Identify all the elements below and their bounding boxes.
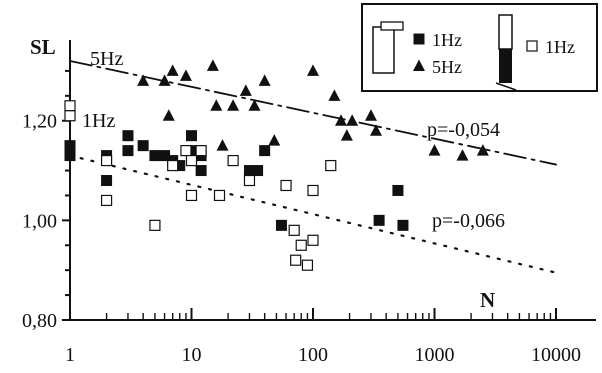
bar-icon-upper xyxy=(498,14,513,50)
x-axis-title: N xyxy=(480,288,495,312)
point-1hz-open xyxy=(280,179,292,192)
specimen-icon xyxy=(372,26,395,74)
point-5hz xyxy=(476,144,489,156)
point-1hz-open xyxy=(307,234,319,246)
point-1hz-filled xyxy=(373,214,385,226)
point-1hz-filled xyxy=(195,165,207,177)
legend-label-1hz-open: 1Hz xyxy=(545,37,575,57)
trendlines xyxy=(68,60,558,274)
point-1hz-open xyxy=(149,219,161,231)
point-1hz-filled xyxy=(101,175,113,187)
point-1hz-filled xyxy=(122,130,134,142)
point-5hz xyxy=(307,64,319,76)
point-1hz-filled xyxy=(275,219,287,231)
point-1hz-open xyxy=(100,194,113,207)
point-5hz xyxy=(179,69,192,81)
point-5hz xyxy=(328,89,341,101)
point-1hz-open xyxy=(243,174,256,187)
point-5hz xyxy=(248,99,261,111)
x-tick-label: 100 xyxy=(298,344,328,366)
point-5hz xyxy=(166,64,179,76)
chart-labels: SL N 5Hz 1Hz p=-0,054 p=-0,066 xyxy=(30,35,505,312)
point-1hz-open xyxy=(227,154,239,167)
point-1hz-filled xyxy=(137,140,149,152)
point-5hz xyxy=(428,144,441,156)
point-5hz xyxy=(239,84,252,96)
x-tick-label: 10 xyxy=(182,344,202,366)
x-tick-label: 10000 xyxy=(531,344,581,366)
point-5hz xyxy=(206,59,219,71)
x-tick-label: 1000 xyxy=(415,344,455,366)
point-1hz-filled xyxy=(243,165,255,177)
specimen-clip-icon xyxy=(380,21,404,31)
point-1hz-open xyxy=(295,239,307,251)
y-axis-title: SL xyxy=(30,35,56,59)
point-1hz-open xyxy=(64,110,76,122)
point-1hz-open xyxy=(185,189,198,202)
point-1hz-filled xyxy=(397,219,409,231)
point-1hz-open xyxy=(301,259,314,271)
bar-icon-lower xyxy=(499,49,512,83)
y-tick-label: 1,00 xyxy=(22,210,57,232)
data-points xyxy=(64,59,489,271)
y-tick-label: 1,20 xyxy=(22,111,57,133)
x-tick-label: 1 xyxy=(65,344,75,366)
point-1hz-open xyxy=(64,100,76,112)
annotation-4: p=-0,066 xyxy=(432,210,505,232)
point-5hz xyxy=(258,74,271,86)
point-1hz-open xyxy=(325,159,337,172)
point-5hz xyxy=(158,74,171,86)
y-tick-label: 0,80 xyxy=(22,310,57,332)
legend-marker-5hz xyxy=(413,59,425,71)
point-1hz-open xyxy=(180,145,192,157)
point-1hz-filled xyxy=(259,145,271,157)
point-1hz-filled xyxy=(159,150,171,162)
trendline-5hz xyxy=(69,60,557,166)
point-1hz-open xyxy=(185,154,198,167)
point-5hz xyxy=(369,124,382,136)
point-1hz-filled xyxy=(122,145,134,157)
point-5hz xyxy=(227,99,240,111)
point-1hz-open xyxy=(195,145,207,157)
point-5hz xyxy=(210,99,223,111)
annotation-2: 1Hz xyxy=(82,110,115,132)
point-5hz xyxy=(334,114,347,126)
point-1hz-filled xyxy=(186,130,197,142)
point-5hz xyxy=(340,129,353,141)
point-1hz-filled xyxy=(64,140,76,152)
point-1hz-open xyxy=(288,224,300,236)
annotation-3: p=-0,054 xyxy=(427,119,500,141)
legend-label-5hz: 5Hz xyxy=(432,57,462,77)
axes: 1 10 100 1000 10000 0,80 1,00 1,20 xyxy=(22,40,596,366)
point-5hz xyxy=(216,139,229,151)
point-1hz-open xyxy=(167,159,179,172)
point-1hz-filled xyxy=(252,165,264,177)
point-1hz-open xyxy=(213,189,226,202)
point-5hz xyxy=(162,109,175,121)
point-5hz xyxy=(268,134,281,146)
legend: 1Hz 5Hz 1Hz xyxy=(361,3,598,92)
bar-icon-base xyxy=(495,82,517,91)
point-1hz-filled xyxy=(174,160,186,172)
point-1hz-open xyxy=(100,154,113,167)
annotation-1: 5Hz xyxy=(90,48,123,70)
legend-marker-1hz-open xyxy=(526,40,538,52)
point-1hz-filled xyxy=(149,150,161,162)
legend-box xyxy=(361,3,598,92)
point-1hz-open xyxy=(290,254,302,266)
point-5hz xyxy=(137,74,150,86)
point-1hz-open xyxy=(307,184,319,197)
point-1hz-filled xyxy=(392,184,404,196)
legend-marker-1hz-filled xyxy=(413,33,425,45)
legend-label-1hz-filled: 1Hz xyxy=(432,30,462,50)
point-5hz xyxy=(364,109,377,121)
point-5hz xyxy=(456,149,469,161)
point-5hz xyxy=(346,114,359,126)
point-1hz-filled xyxy=(64,150,76,162)
